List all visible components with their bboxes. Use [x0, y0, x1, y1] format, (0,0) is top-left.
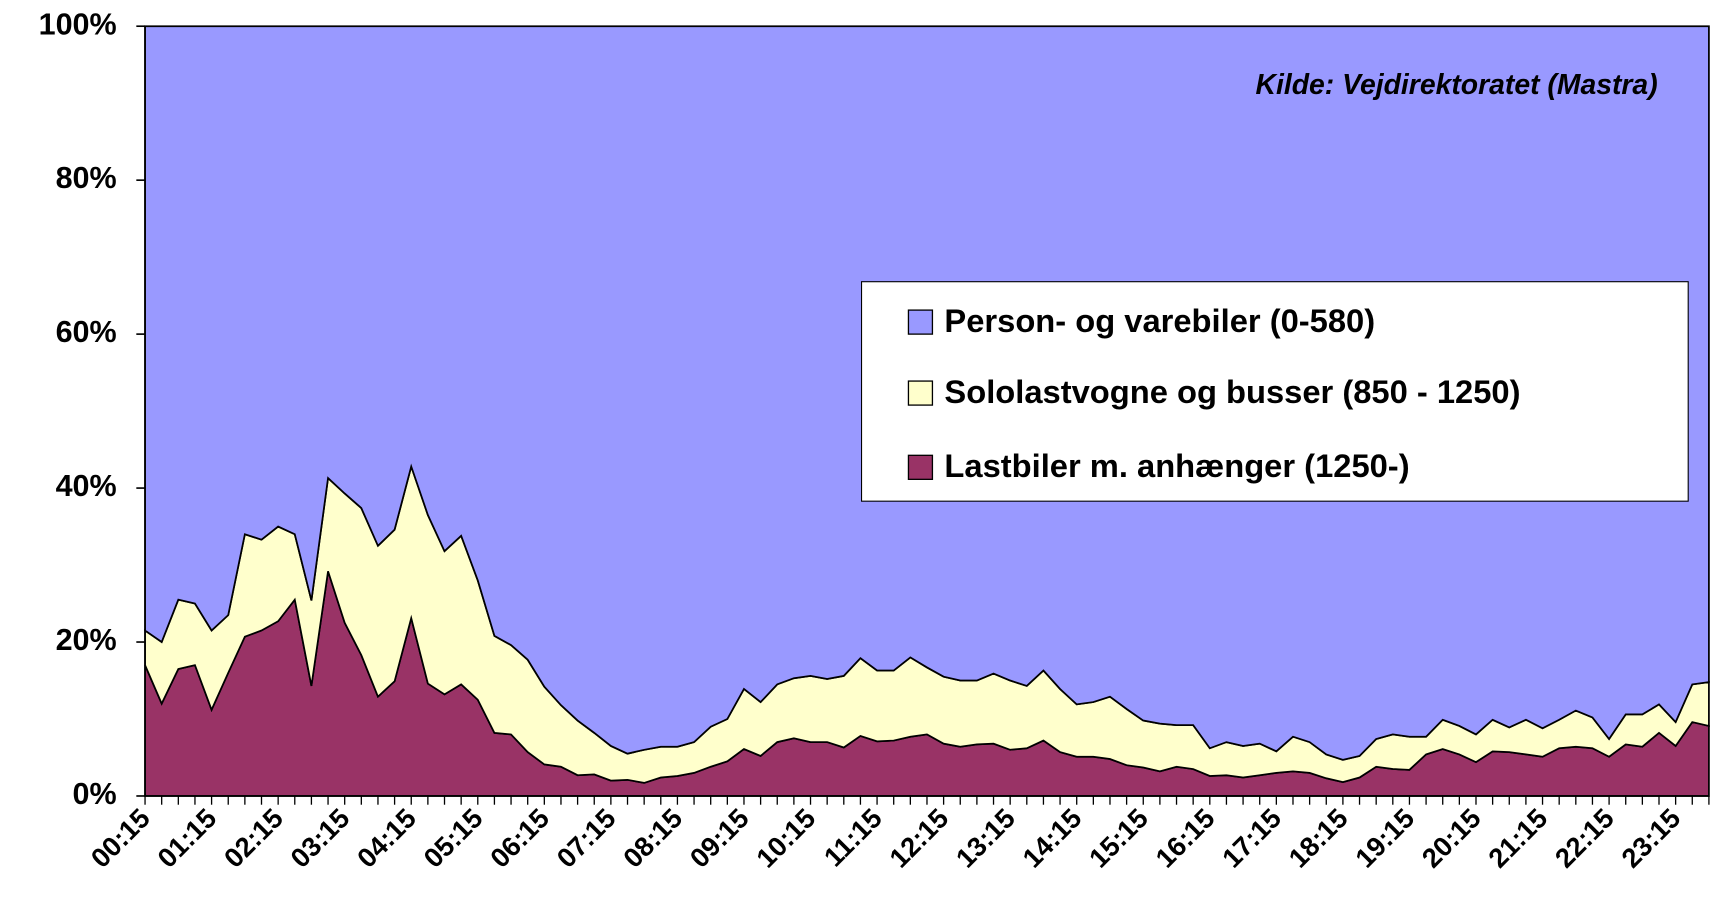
- x-tick-label: 02:15: [218, 802, 289, 873]
- legend-label: Sololastvogne og busser (850 - 1250): [944, 373, 1520, 410]
- y-tick-label: 60%: [56, 315, 117, 349]
- x-tick-label: 18:15: [1282, 802, 1353, 873]
- legend-box: [860, 281, 1689, 502]
- x-tick-label: 06:15: [484, 802, 555, 873]
- x-tick-label: 10:15: [750, 802, 821, 873]
- y-tick-label: 80%: [56, 161, 117, 195]
- legend-label: Person- og varebiler (0-580): [944, 302, 1375, 339]
- x-tick-label: 07:15: [550, 802, 621, 873]
- y-tick-label: 100%: [39, 7, 117, 41]
- y-tick-label: 0%: [73, 777, 117, 811]
- x-tick-label: 08:15: [617, 802, 688, 873]
- x-tick-label: 05:15: [417, 802, 488, 873]
- x-tick-label: 20:15: [1416, 802, 1487, 873]
- x-tick-label: 09:15: [684, 802, 755, 873]
- legend-swatch: [907, 309, 934, 335]
- legend: Person- og varebiler (0-580) Sololastvogn…: [860, 281, 1689, 502]
- x-tick-label: 15:15: [1083, 802, 1154, 873]
- x-tick-label: 03:15: [284, 802, 355, 873]
- x-tick-label: 00:15: [85, 802, 156, 873]
- x-tick-label: 04:15: [351, 802, 422, 873]
- y-tick-label: 20%: [56, 623, 117, 657]
- x-tick-label: 16:15: [1149, 802, 1220, 873]
- x-tick-label: 22:15: [1549, 802, 1620, 873]
- legend-label: Lastbiler m. anhænger (1250-): [944, 447, 1409, 484]
- x-tick-label: 01:15: [151, 802, 222, 873]
- x-tick-label: 12:15: [883, 802, 954, 873]
- x-tick-label: 13:15: [950, 802, 1021, 873]
- x-tick-label: 17:15: [1216, 802, 1287, 873]
- x-tick-label: 19:15: [1349, 802, 1420, 873]
- legend-swatch: [907, 380, 934, 406]
- x-tick-label: 23:15: [1615, 802, 1686, 873]
- legend-swatch: [907, 454, 934, 480]
- x-tick-label: 14:15: [1016, 802, 1087, 873]
- x-tick-label: 11:15: [818, 802, 888, 872]
- y-tick-label: 40%: [56, 469, 117, 503]
- source-note: Kilde: Vejdirektoratet (Mastra): [1256, 69, 1658, 101]
- x-tick-label: 21:15: [1482, 802, 1553, 873]
